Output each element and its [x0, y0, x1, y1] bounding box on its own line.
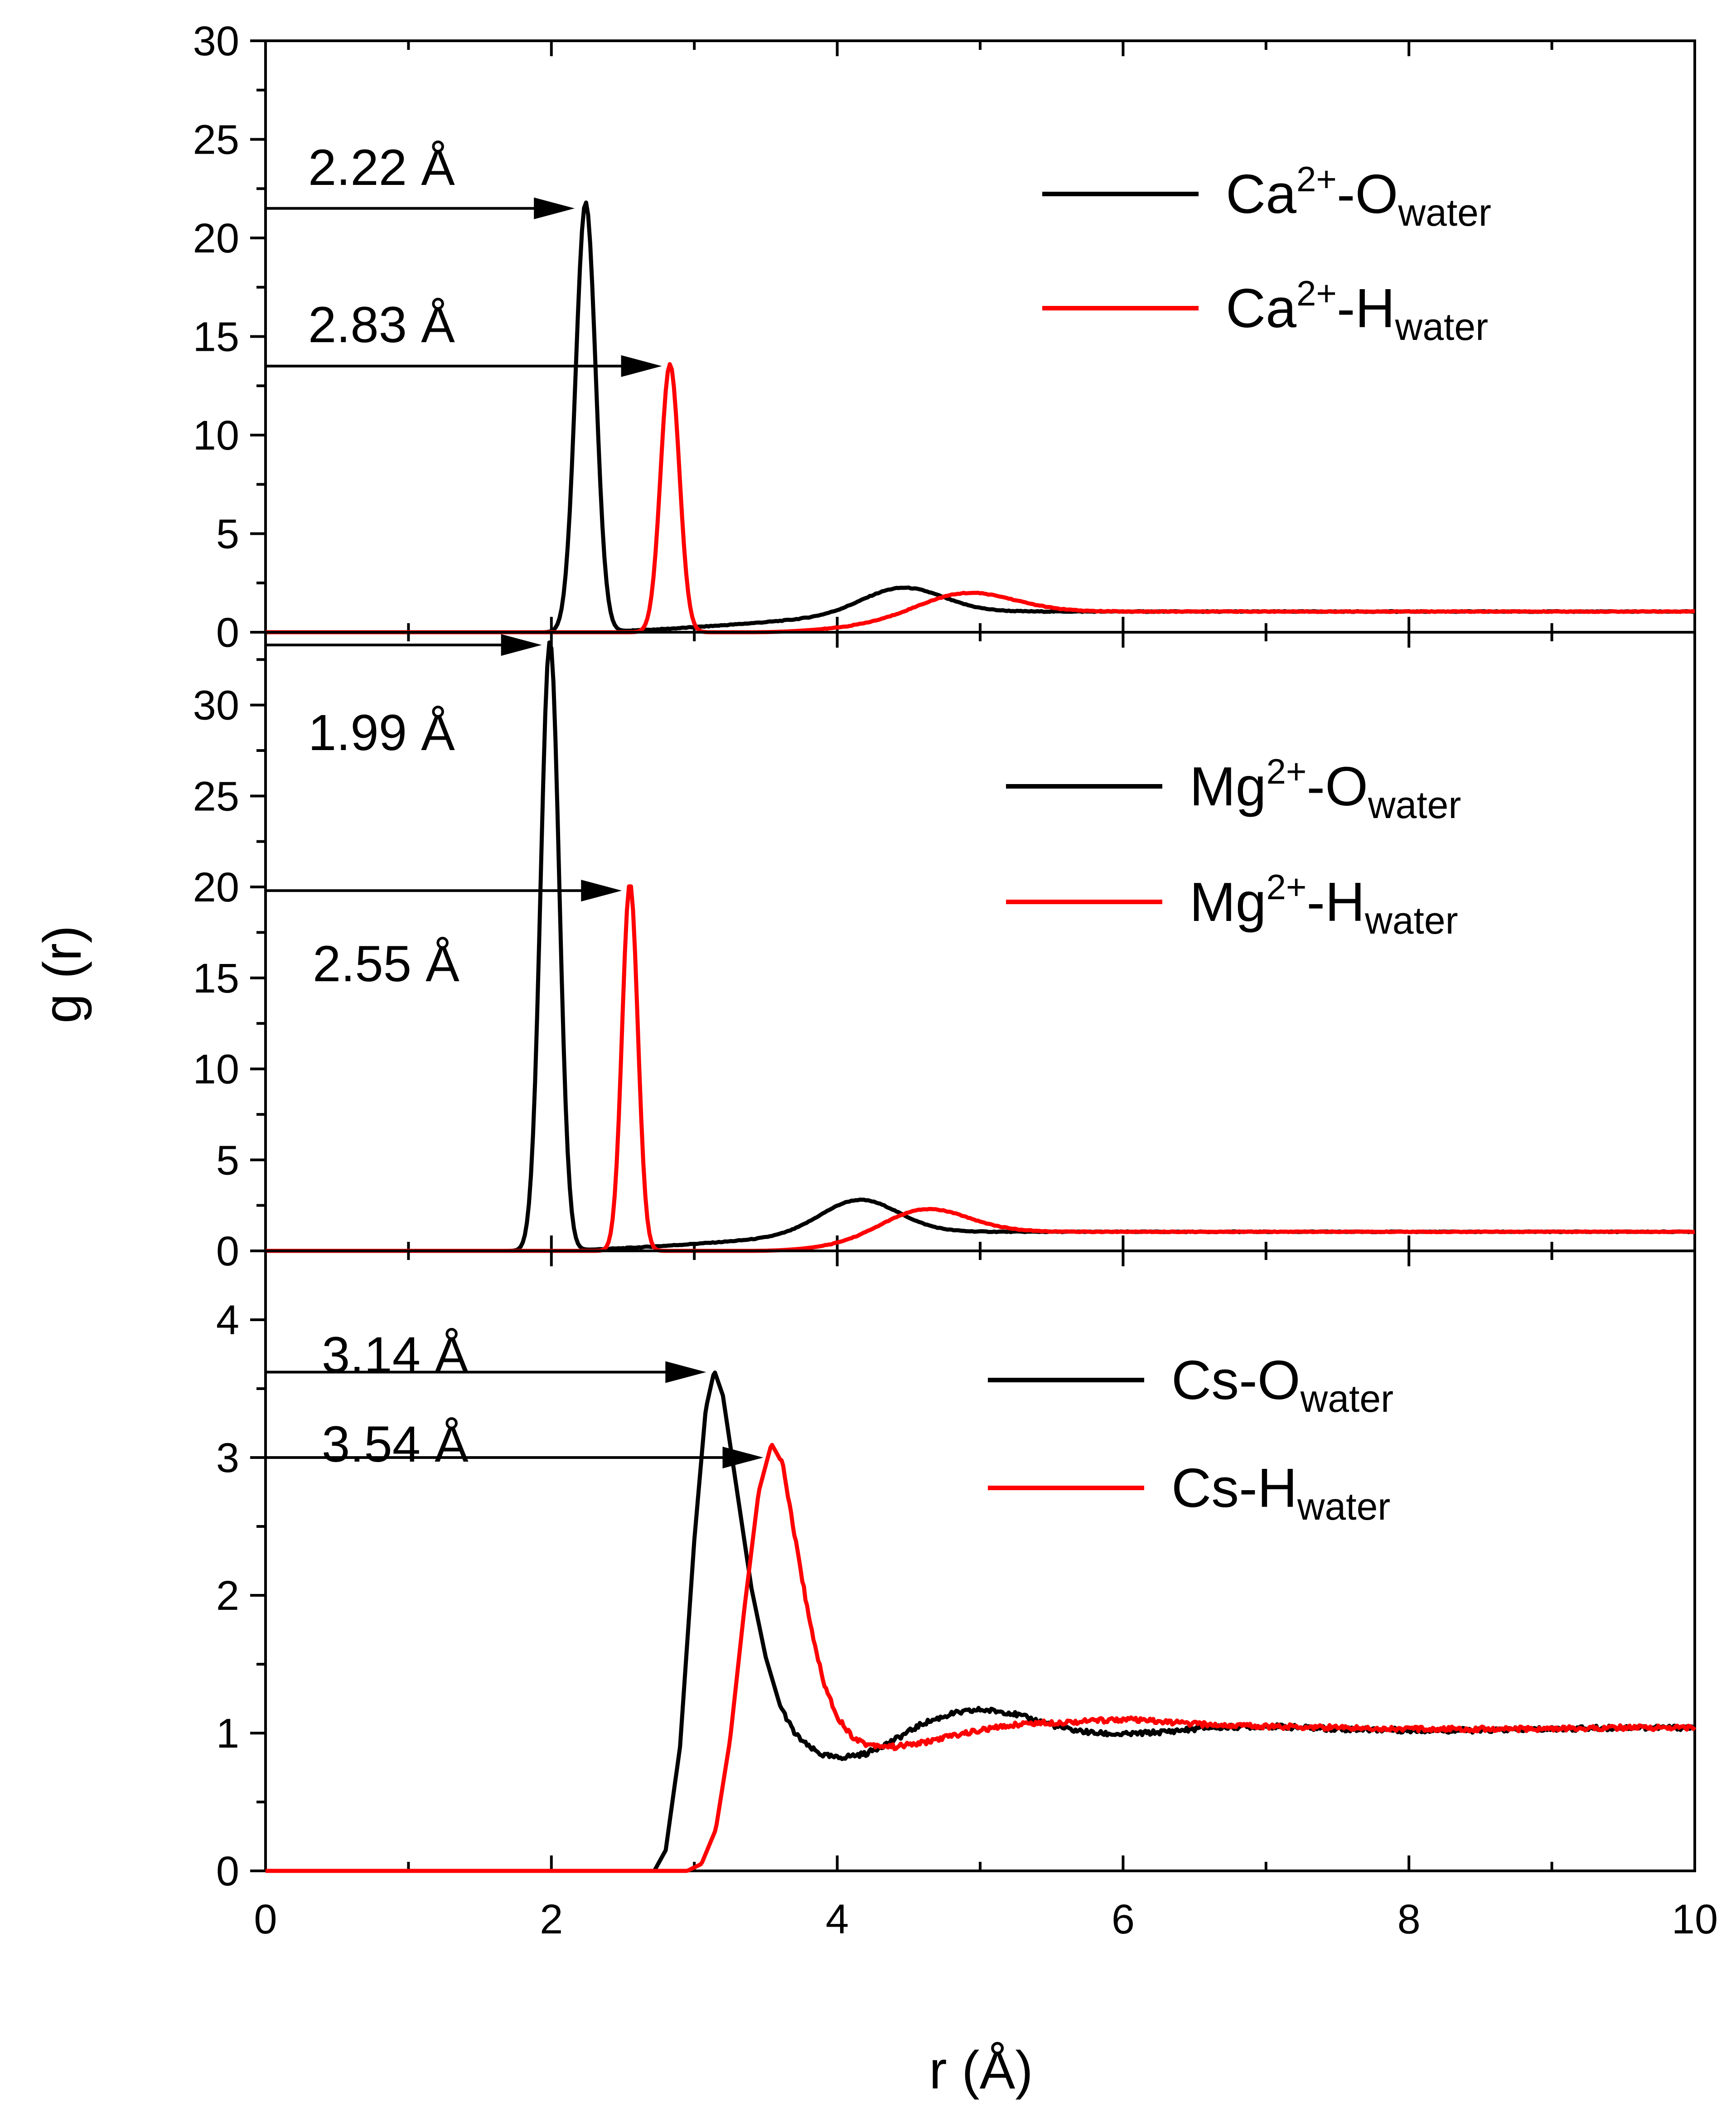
- legend-subscript: water: [1297, 1485, 1390, 1528]
- legend-charge: 2+: [1296, 273, 1337, 313]
- peak-annotation-label: 1.99 Å: [308, 704, 455, 761]
- legend-label: Cs-Hwater: [1171, 1457, 1390, 1528]
- legend-separator: -: [1239, 1349, 1257, 1411]
- legend-atom: H: [1257, 1457, 1297, 1519]
- peak-annotation-label: 2.83 Å: [308, 296, 455, 353]
- peak-annotation-label: 2.22 Å: [308, 139, 455, 196]
- legend-atom: H: [1325, 871, 1365, 933]
- legend-label: Ca2+-Hwater: [1226, 273, 1488, 348]
- x-tick-label: 6: [1112, 1896, 1135, 1942]
- legend-separator: -: [1306, 871, 1325, 933]
- y-tick-label: 10: [193, 1046, 239, 1093]
- y-tick-label: 5: [216, 1137, 239, 1183]
- legend-subscript: water: [1364, 899, 1458, 942]
- y-tick-label: 25: [193, 773, 239, 819]
- y-tick-label: 10: [193, 412, 239, 459]
- x-axis-label: r (Å): [929, 2040, 1033, 2100]
- y-tick-label: 1: [216, 1710, 239, 1757]
- legend-atom: O: [1355, 163, 1398, 225]
- legend-subscript: water: [1395, 305, 1488, 348]
- legend-atom: O: [1325, 756, 1368, 817]
- legend-separator: -: [1239, 1457, 1257, 1519]
- y-tick-label: 3: [216, 1435, 239, 1481]
- legend-charge: 2+: [1266, 751, 1306, 791]
- legend-separator: -: [1337, 163, 1355, 225]
- legend-charge: 2+: [1296, 159, 1337, 199]
- y-tick-label: 0: [216, 610, 239, 656]
- peak-annotation-label: 3.14 Å: [322, 1327, 469, 1383]
- legend-subscript: water: [1398, 191, 1491, 234]
- legend-label: Ca2+-Owater: [1226, 159, 1491, 234]
- legend-atom: O: [1257, 1349, 1301, 1411]
- y-tick-label: 0: [216, 1228, 239, 1274]
- annotation-arrowhead: [534, 197, 575, 219]
- peak-annotation-label: 3.54 Å: [322, 1416, 469, 1472]
- x-tick-label: 8: [1398, 1896, 1421, 1942]
- y-tick-label: 0: [216, 1848, 239, 1894]
- legend-separator: -: [1306, 756, 1325, 817]
- y-tick-label: 30: [193, 683, 239, 729]
- legend-ion: Cs: [1171, 1457, 1239, 1519]
- legend-label: Cs-Owater: [1171, 1349, 1393, 1420]
- y-tick-label: 5: [216, 511, 239, 557]
- annotation-arrowhead: [581, 880, 622, 902]
- y-tick-label: 25: [193, 117, 239, 163]
- series-line-Cs-Hwater: [265, 1443, 1697, 1873]
- annotation-arrowhead: [722, 1447, 764, 1468]
- legend-ion: Cs: [1171, 1349, 1239, 1411]
- legend-charge: 2+: [1266, 867, 1306, 907]
- legend-label: Mg2+-Hwater: [1190, 867, 1458, 942]
- y-axis-label: g (r): [33, 925, 92, 1023]
- annotation-arrowhead: [621, 355, 662, 377]
- x-tick-label: 2: [540, 1896, 563, 1942]
- annotation-arrowhead: [501, 634, 542, 656]
- y-tick-label: 30: [193, 18, 239, 64]
- x-tick-label: 10: [1672, 1896, 1718, 1942]
- legend-atom: H: [1355, 277, 1395, 339]
- y-tick-label: 20: [193, 215, 239, 262]
- legend-ion: Ca: [1226, 163, 1296, 225]
- y-tick-label: 4: [216, 1297, 239, 1343]
- legend-ion: Mg: [1190, 871, 1266, 933]
- legend-subscript: water: [1300, 1377, 1393, 1420]
- x-tick-label: 4: [826, 1896, 849, 1942]
- y-tick-label: 15: [193, 314, 239, 360]
- legend-label: Mg2+-Owater: [1190, 751, 1461, 826]
- legend-separator: -: [1337, 277, 1355, 339]
- peak-annotation-label: 2.55 Å: [313, 935, 459, 992]
- y-tick-label: 20: [193, 864, 239, 911]
- x-tick-label: 0: [254, 1896, 277, 1942]
- legend-ion: Ca: [1226, 277, 1296, 339]
- legend-subscript: water: [1368, 784, 1461, 826]
- legend-ion: Mg: [1190, 756, 1266, 817]
- annotation-arrowhead: [665, 1361, 706, 1383]
- y-tick-label: 2: [216, 1573, 239, 1619]
- y-tick-label: 15: [193, 955, 239, 1002]
